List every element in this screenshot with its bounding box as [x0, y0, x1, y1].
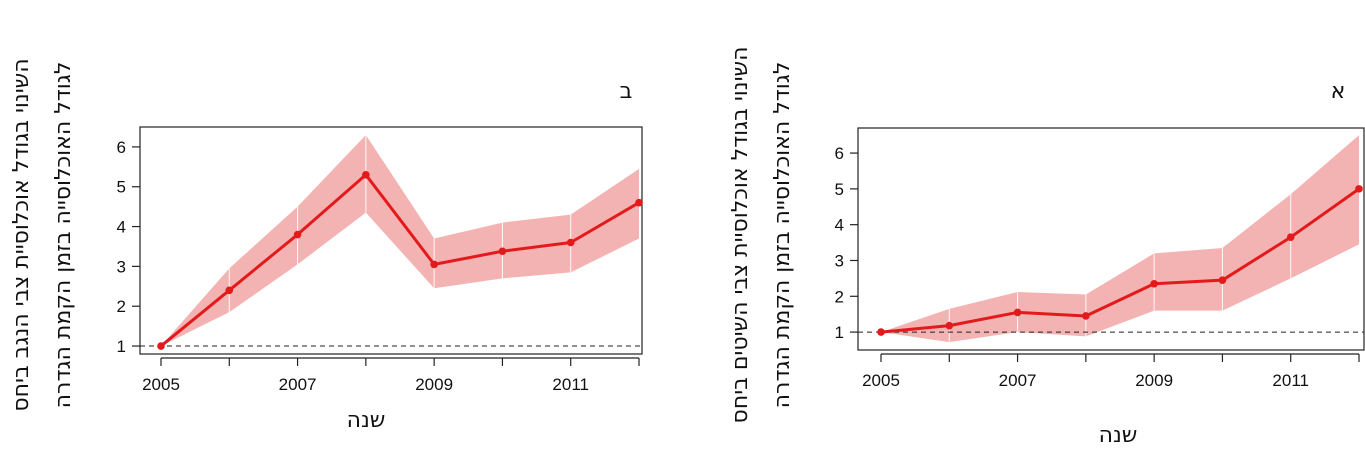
panel-b-data-point [225, 286, 234, 295]
panel-a-data-point [1082, 312, 1090, 320]
panel-a-y-tick-label: 5 [835, 180, 844, 199]
panel-b-data-point [293, 230, 302, 239]
panel-b-confidence-band [161, 134, 639, 347]
panel-a-xlabel: שנה [1099, 423, 1138, 448]
panel-b-x-tick-label: 2007 [279, 375, 317, 394]
panel-b-ylabel-line1: השינוי בגודל אוכלוסיית צבי הנגב ביחס [9, 58, 34, 411]
panel-a-ylabel-line1: השינוי בגודל אוכלוסיית צבי השיטים ביחס [728, 47, 753, 424]
panel-a-data-point [1150, 279, 1158, 288]
panel-a-x-tick-label: 2009 [1135, 371, 1173, 390]
panel-a-y-tick-label: 6 [835, 144, 844, 163]
panel-b-y-tick-label: 2 [117, 297, 126, 316]
panel-a-letter: א [1331, 79, 1346, 104]
panel-b-plot-frame [139, 126, 643, 355]
panel-a-data-point [1013, 308, 1022, 317]
panel-a-confidence-band [881, 135, 1359, 343]
panel-b-y-tick-label: 6 [117, 138, 126, 157]
panel-b-data-point [566, 238, 575, 247]
panel-b-data-point [498, 247, 507, 256]
panel-b-y-tick-label: 1 [117, 337, 126, 356]
panel-b-x-tick-label: 2005 [142, 375, 180, 394]
panel-b-data-point [157, 342, 165, 350]
panel-b-x-tick-label: 2009 [415, 375, 453, 394]
panel-a-y-tick-label: 4 [835, 216, 844, 235]
panel-b-series-line [160, 173, 640, 348]
panel-a-data-point [877, 328, 885, 336]
panel-b-x-tick-label: 2011 [552, 375, 589, 394]
panel-b-data-point [635, 198, 643, 207]
panel-a-data-point [1218, 276, 1227, 284]
panel-b-y-tick-label: 3 [117, 257, 126, 276]
panel-a-ylabel-line2: לגודל האוכלוסייה בזמן הקמת הגדרה [770, 62, 795, 409]
panel-a-x-tick-label: 2005 [862, 371, 900, 390]
panel-b-data-point [362, 170, 370, 179]
panel-b-y-tick-label: 4 [117, 218, 126, 237]
panel-a-x-tick-label: 2011 [1272, 371, 1309, 390]
panel-a-y-tick-label: 1 [835, 323, 844, 342]
panel-a-data-point [1286, 233, 1295, 242]
panel-a-plot-frame [857, 127, 1365, 351]
panel-a-data-point [945, 321, 954, 330]
panel-a-y-tick-label: 2 [835, 287, 844, 306]
panel-a-data-point [1355, 185, 1363, 193]
panel-a-x-tick-label: 2007 [999, 371, 1037, 390]
panel-b-xlabel: שנה [347, 408, 386, 433]
panel-b-ylabel-line2: לגודל האוכלוסייה בזמן הקמת הגדרה [51, 62, 76, 409]
panel-a-y-tick-label: 3 [835, 251, 844, 270]
panel-b-letter: ב [620, 79, 633, 104]
panel-b-y-tick-label: 5 [117, 178, 126, 197]
panel-a: השינוי בגודל אוכלוסיית צבי השיטים ביחס ל… [728, 47, 1365, 448]
panel-a-series-line [880, 187, 1360, 334]
panel-b-data-point [430, 260, 438, 269]
panel-b: השינוי בגודל אוכלוסיית צבי הנגב ביחס לגו… [9, 58, 643, 433]
